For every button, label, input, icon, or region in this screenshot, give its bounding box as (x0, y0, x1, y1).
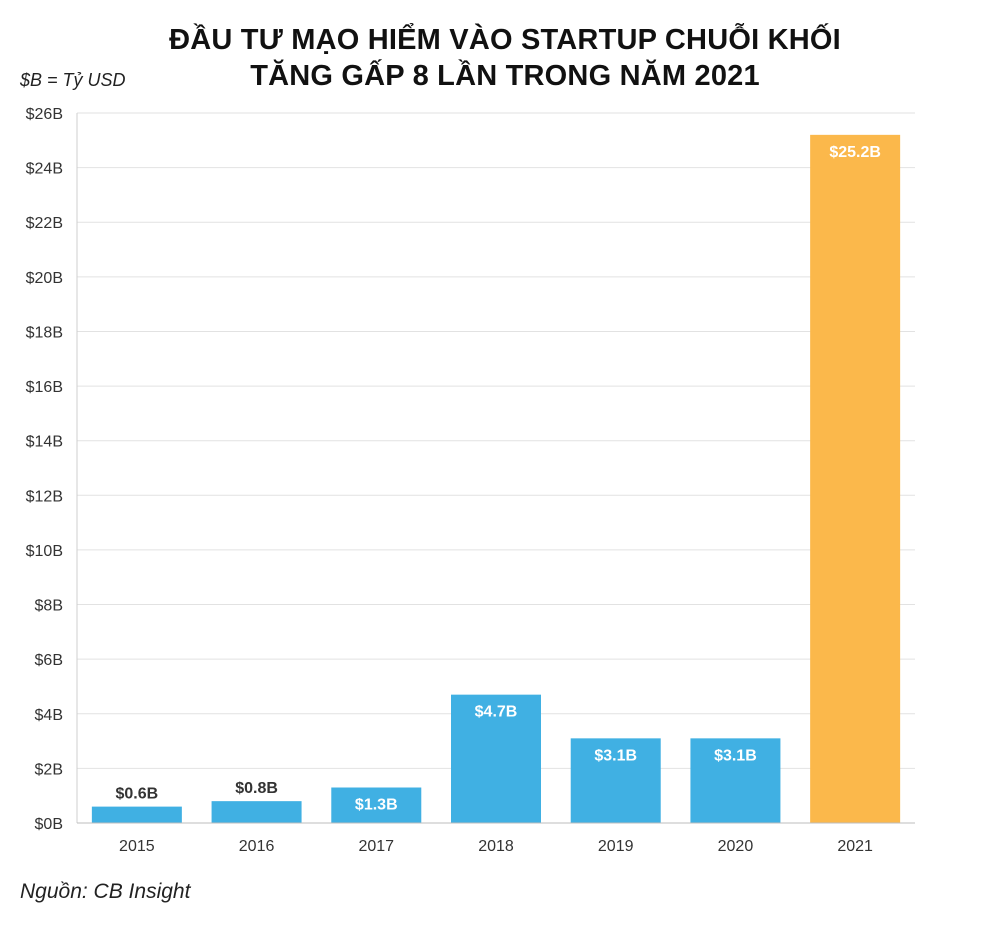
bar (690, 738, 781, 823)
y-tick-label: $4B (35, 707, 63, 724)
y-tick-label: $10B (26, 543, 63, 560)
y-tick-label: $16B (26, 379, 63, 396)
bar (91, 806, 182, 823)
y-tick-label: $0B (35, 816, 63, 833)
y-tick-label: $6B (35, 652, 63, 669)
y-tick-label: $22B (26, 215, 63, 232)
x-tick-label: 2017 (358, 838, 394, 855)
x-tick-label: 2018 (478, 838, 514, 855)
data-label: $4.7B (475, 704, 518, 721)
bar (810, 134, 901, 823)
data-label: $3.1B (714, 747, 757, 764)
bar (211, 801, 302, 823)
chart-title: ĐẦU TƯ MẠO HIỂM VÀO STARTUP CHUỖI KHỐI T… (0, 22, 981, 94)
data-label: $0.6B (116, 786, 159, 803)
chart-title-line-1: ĐẦU TƯ MẠO HIỂM VÀO STARTUP CHUỖI KHỐI (169, 24, 841, 56)
bar (451, 694, 541, 823)
x-tick-label: 2015 (119, 838, 155, 855)
chart-title-line-2: TĂNG GẤP 8 LẦN TRONG NĂM 2021 (250, 60, 760, 92)
y-tick-label: $26B (26, 106, 63, 123)
y-tick-label: $20B (26, 270, 63, 287)
y-tick-label: $14B (26, 434, 63, 451)
y-tick-label: $24B (26, 161, 63, 178)
data-label: $25.2B (829, 144, 881, 161)
bar (331, 787, 422, 823)
x-tick-label: 2019 (598, 838, 634, 855)
y-tick-label: $12B (26, 488, 63, 505)
data-label: $0.8B (235, 780, 278, 797)
x-tick-label: 2016 (239, 838, 275, 855)
source-note: Nguồn: CB Insight (20, 880, 191, 903)
x-tick-label: 2021 (837, 838, 873, 855)
x-tick-label: 2020 (718, 838, 754, 855)
y-tick-label: $18B (26, 324, 63, 341)
bar (570, 738, 661, 823)
y-tick-label: $2B (35, 761, 63, 778)
y-tick-label: $8B (35, 598, 63, 615)
data-label: $3.1B (594, 747, 637, 764)
data-label: $1.3B (355, 797, 398, 814)
unit-note: $B = Tỷ USD (20, 70, 126, 90)
